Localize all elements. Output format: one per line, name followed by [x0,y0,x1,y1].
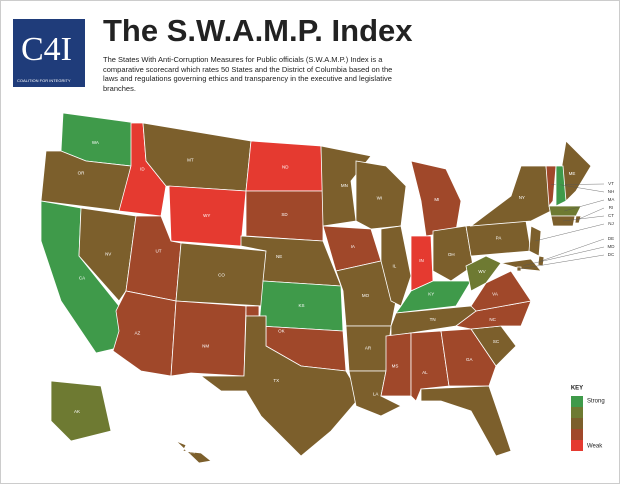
state [432,225,474,282]
callout-line [523,246,605,266]
callout-line [562,215,605,222]
state-label: IN [419,258,424,263]
callout-line [577,207,605,220]
state-label: ME [569,171,576,176]
state-label: TX [273,378,279,383]
state-label: DC [608,252,615,257]
state-label: NE [276,254,282,259]
state [380,332,412,397]
state [465,255,502,292]
logo: C4I COALITION FOR INTEGRITY [13,19,85,87]
state-label: PA [496,236,502,241]
state-label: CO [218,272,225,277]
state-label: AR [365,346,372,351]
state-label: VA [492,292,498,297]
state-label: WA [92,140,99,145]
logo-text: C4I [21,31,72,68]
state-label: WV [478,269,485,274]
state-label: IL [392,264,396,269]
key-swatch [571,407,583,418]
callout-line [518,254,605,270]
key-title: KEY [571,386,583,392]
state-label: IA [351,244,355,249]
state [170,300,247,377]
state-label: CA [79,276,85,281]
state-label: MT [187,158,194,163]
callout-line [564,199,605,212]
state-label: VT [608,181,614,186]
state-label: UT [156,249,162,254]
state-label: HI [190,450,195,455]
state [545,165,557,208]
logo-subtext: COALITION FOR INTEGRITY [17,78,71,83]
state-label: KS [298,303,304,308]
state [470,270,532,312]
state-label: ND [282,164,289,169]
state-label: RI [609,205,614,210]
callout-line [560,184,605,193]
state-label: AL [422,370,428,375]
state-label: NV [105,252,111,257]
state [78,207,137,302]
state-label: FL [466,412,472,417]
state-label: MD [608,244,616,249]
state-label: ID [140,167,145,172]
state-label: NC [489,317,496,322]
state-label: LA [373,392,379,397]
state-label: NY [519,195,525,200]
description: The States With Anti-Corruption Measures… [103,55,393,93]
state-label: CT [608,213,614,218]
state-label: MO [362,293,370,298]
state-label: WY [203,213,210,218]
state-label: MA [608,197,615,202]
state-label: AK [74,409,80,414]
state-label: KY [428,291,434,296]
state-label: WI [377,195,383,200]
state-label: NH [608,189,615,194]
state-label: TN [430,317,436,322]
callout-line [534,223,605,242]
state-label: MS [392,364,399,369]
state-label: NM [202,344,209,349]
state [500,258,542,272]
state [440,328,497,387]
key-swatch [571,396,583,407]
state-label: MN [341,183,348,188]
state-label: OK [278,329,285,334]
state-label: AZ [135,330,141,335]
state-label: SD [281,212,288,217]
state-label: OR [78,171,86,176]
state [555,165,567,207]
state-label: OH [448,252,455,257]
state [199,315,362,457]
key-swatch [571,418,583,429]
state-label: GA [466,357,473,362]
key-weak: Weak [587,444,603,450]
state [175,440,212,464]
title: The S.W.A.M.P. Index [103,13,413,48]
key-swatch [571,440,583,451]
state [420,385,512,457]
state [50,380,112,442]
state-label: SC [493,339,500,344]
callout-line [540,238,605,262]
state [112,290,177,377]
state-label: NJ [608,221,614,226]
state [469,165,552,227]
key-swatch [571,429,583,440]
state-label: MI [434,197,439,202]
state-label: DE [608,236,614,241]
key-strong: Strong [587,399,605,405]
